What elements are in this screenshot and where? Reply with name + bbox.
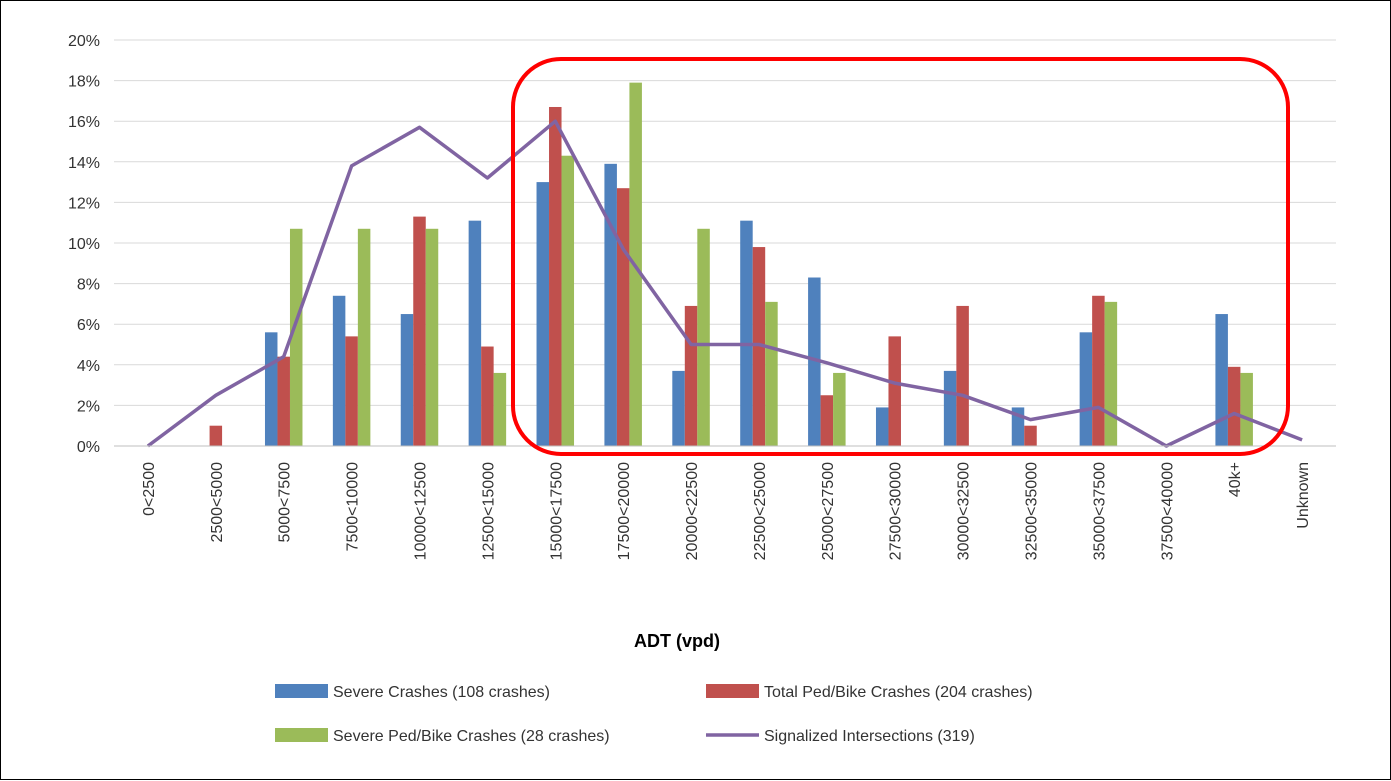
- bar: [820, 395, 834, 446]
- bar: [289, 228, 303, 446]
- y-tick-label: 0%: [77, 439, 100, 456]
- y-tick-label: 20%: [68, 33, 100, 50]
- y-tick-label: 14%: [68, 155, 100, 172]
- legend-swatch: [275, 684, 328, 698]
- bar: [493, 372, 507, 446]
- bar: [672, 370, 685, 446]
- bar: [345, 336, 358, 446]
- x-axis-title: ADT (vpd): [634, 631, 720, 651]
- bar: [209, 425, 223, 446]
- y-tick-label: 6%: [77, 317, 100, 334]
- bar: [1227, 366, 1241, 446]
- line-signalized-intersections: [146, 119, 1303, 448]
- x-tick-label: 27500<30000: [888, 462, 905, 560]
- gridlines: [114, 39, 1336, 447]
- bar: [561, 155, 575, 446]
- bar: [1104, 301, 1118, 446]
- x-axis-ticks: 0<2500 2500<5000 5000<7500 7500<10000 10000<…: [141, 462, 1312, 560]
- x-tick-label: 7500<10000: [345, 462, 362, 552]
- x-tick-label: 12500<15000: [480, 462, 497, 560]
- bar: [425, 228, 439, 446]
- bar: [1215, 314, 1228, 446]
- bar: [400, 314, 414, 446]
- bar: [752, 247, 766, 446]
- bar: [956, 305, 969, 446]
- x-tick-label: 37500<40000: [1159, 462, 1176, 560]
- bar: [604, 163, 617, 446]
- y-tick-label: 2%: [77, 398, 100, 415]
- bar: [277, 356, 290, 446]
- bar: [740, 220, 753, 446]
- y-tick-label: 18%: [68, 74, 100, 91]
- x-tick-label: 25000<27500: [820, 462, 837, 560]
- y-tick-label: 4%: [77, 358, 100, 375]
- legend: Severe Crashes (108 crashes) Total Ped/Bi…: [275, 684, 1033, 745]
- x-tick-label: 15000<17500: [548, 462, 565, 560]
- bar: [549, 106, 562, 447]
- x-tick-label: 20000<22500: [684, 462, 701, 560]
- y-tick-label: 8%: [77, 277, 100, 294]
- bar: [616, 188, 630, 446]
- bar: [536, 182, 550, 446]
- legend-label: Signalized Intersections (319): [764, 728, 975, 745]
- x-tick-label: 32500<35000: [1024, 462, 1041, 560]
- bar: [684, 305, 698, 446]
- legend-label: Severe Crashes (108 crashes): [333, 684, 550, 701]
- y-tick-label: 10%: [68, 236, 100, 253]
- legend-label: Total Ped/Bike Crashes (204 crashes): [764, 684, 1033, 701]
- bar: [332, 295, 346, 446]
- bar: [1240, 372, 1253, 446]
- highlight-rectangle: [511, 57, 1290, 456]
- legend-swatch: [275, 728, 328, 742]
- legend-label: Severe Ped/Bike Crashes (28 crashes): [333, 728, 610, 745]
- x-tick-label: Unknown: [1295, 462, 1312, 529]
- bar: [765, 301, 778, 446]
- bar: [833, 372, 846, 446]
- x-tick-label: 22500<25000: [752, 462, 769, 560]
- line-series: [146, 119, 1303, 448]
- bar: [1092, 295, 1105, 446]
- bar: [264, 332, 278, 446]
- x-tick-label: 10000<12500: [413, 462, 430, 560]
- x-tick-label: 2500<5000: [209, 462, 226, 543]
- x-tick-label: 0<2500: [141, 462, 158, 516]
- bar: [697, 228, 710, 446]
- x-tick-label: 17500<20000: [616, 462, 633, 560]
- annotation: [511, 57, 1290, 456]
- bars: [209, 82, 1253, 447]
- bar: [357, 228, 371, 446]
- bar: [1024, 425, 1037, 446]
- x-tick-label: 30000<32500: [956, 462, 973, 560]
- y-tick-label: 12%: [68, 195, 100, 212]
- y-tick-label: 16%: [68, 114, 100, 131]
- x-tick-label: 5000<7500: [277, 462, 294, 543]
- bar: [1079, 332, 1093, 446]
- bar: [943, 370, 957, 446]
- legend-swatch: [706, 684, 759, 698]
- x-tick-label: 40k+: [1227, 462, 1244, 497]
- bar: [413, 216, 426, 446]
- x-tick-label: 35000<37500: [1091, 462, 1108, 560]
- y-axis-ticks: 0% 2% 4% 6% 8% 10% 12% 14% 16% 18% 20%: [68, 33, 100, 456]
- bar: [481, 346, 494, 446]
- bar: [875, 407, 889, 446]
- bar: [808, 277, 821, 446]
- bar: [468, 220, 482, 446]
- bar: [888, 336, 901, 446]
